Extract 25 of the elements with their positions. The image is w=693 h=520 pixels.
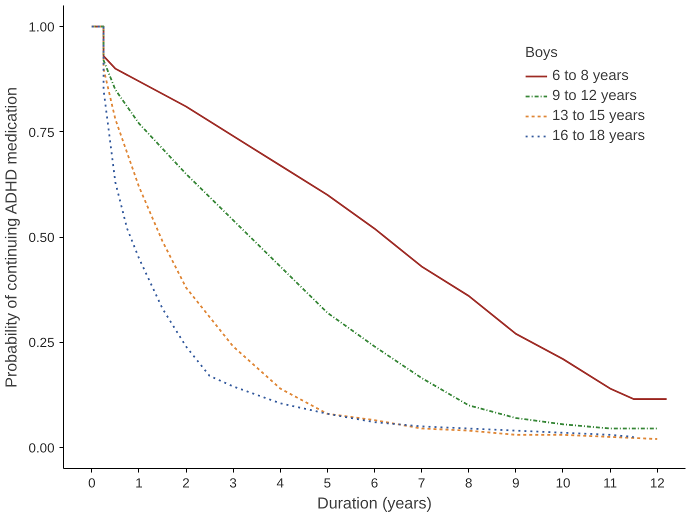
legend-title: Boys [525, 45, 559, 61]
x-tick-label: 4 [276, 476, 285, 490]
legend-label: 9 to 12 years [552, 88, 637, 104]
x-tick-label: 0 [88, 476, 96, 490]
x-tick-label: 11 [603, 476, 618, 490]
legend-label: 6 to 8 years [552, 68, 629, 84]
x-tick-label: 9 [512, 476, 520, 490]
y-tick-label: 0.00 [28, 440, 55, 456]
x-tick-label: 12 [650, 476, 665, 490]
legend-label: 16 to 18 years [552, 128, 645, 144]
x-tick-label: 7 [418, 476, 426, 490]
y-tick-label: 0.50 [28, 230, 55, 245]
legend-label: 13 to 15 years [552, 108, 645, 124]
y-axis-title: Probability of continuing ADHD medication [4, 87, 21, 388]
x-tick-label: 3 [229, 476, 237, 490]
x-tick-label: 1 [135, 476, 143, 490]
x-axis-title: Duration (years) [317, 496, 432, 512]
y-tick-label: 0.75 [28, 124, 55, 140]
x-tick-label: 5 [324, 476, 332, 490]
y-tick-label: 0.25 [28, 335, 55, 350]
x-tick-label: 2 [182, 476, 190, 490]
y-tick-label: 1.00 [28, 20, 55, 35]
x-tick-label: 6 [370, 476, 378, 490]
x-tick-label: 8 [465, 476, 472, 490]
x-tick-label: 10 [556, 476, 570, 490]
